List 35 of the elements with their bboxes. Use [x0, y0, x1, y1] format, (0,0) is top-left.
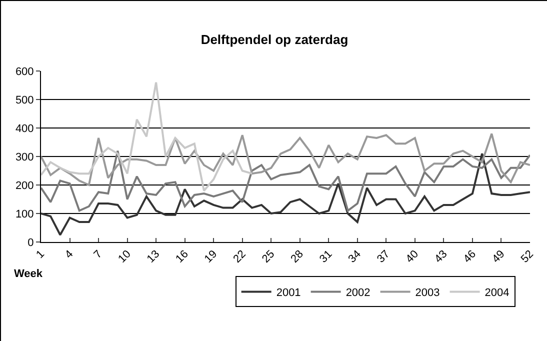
line-series: [41, 150, 530, 212]
y-tick-label: 100: [15, 208, 34, 220]
x-tick-label: 37: [375, 248, 392, 266]
x-tick-label: 13: [144, 248, 162, 266]
x-tick-label: 40: [404, 248, 421, 266]
x-tick-label: 4: [62, 248, 76, 262]
legend-label: 2003: [415, 286, 440, 299]
y-tick-label: 300: [15, 151, 34, 164]
legend-label: 2001: [276, 286, 301, 299]
x-tick-label: 31: [318, 248, 335, 266]
x-tick-label: 49: [490, 248, 508, 266]
x-axis-title: Week: [14, 268, 44, 280]
y-tick-label: 600: [15, 66, 34, 78]
y-tick-label: 400: [15, 122, 34, 135]
x-tick-label: 46: [461, 248, 478, 266]
line-series: [41, 81, 253, 192]
x-tick-label: 25: [260, 248, 278, 266]
line-series: [41, 132, 530, 186]
chart-title: Delftpendel op zaterdag: [200, 32, 348, 48]
x-tick-label: 10: [116, 248, 134, 266]
y-tick-label: 0: [28, 236, 34, 249]
line-series: [41, 152, 530, 236]
x-tick-label: 19: [202, 248, 220, 266]
x-tick-label: 1: [34, 248, 48, 262]
x-tick-label: 28: [288, 248, 306, 266]
x-tick-label: 52: [518, 248, 536, 266]
x-tick-label: 34: [346, 248, 364, 266]
x-tick-label: 7: [92, 248, 105, 262]
legend-label: 2004: [484, 286, 510, 299]
x-tick-label: 22: [231, 248, 248, 266]
x-tick-label: 16: [174, 248, 191, 266]
y-tick-label: 200: [15, 180, 34, 192]
x-tick-label: 43: [432, 248, 450, 266]
legend-label: 2002: [346, 286, 370, 299]
y-tick-label: 500: [15, 94, 34, 106]
